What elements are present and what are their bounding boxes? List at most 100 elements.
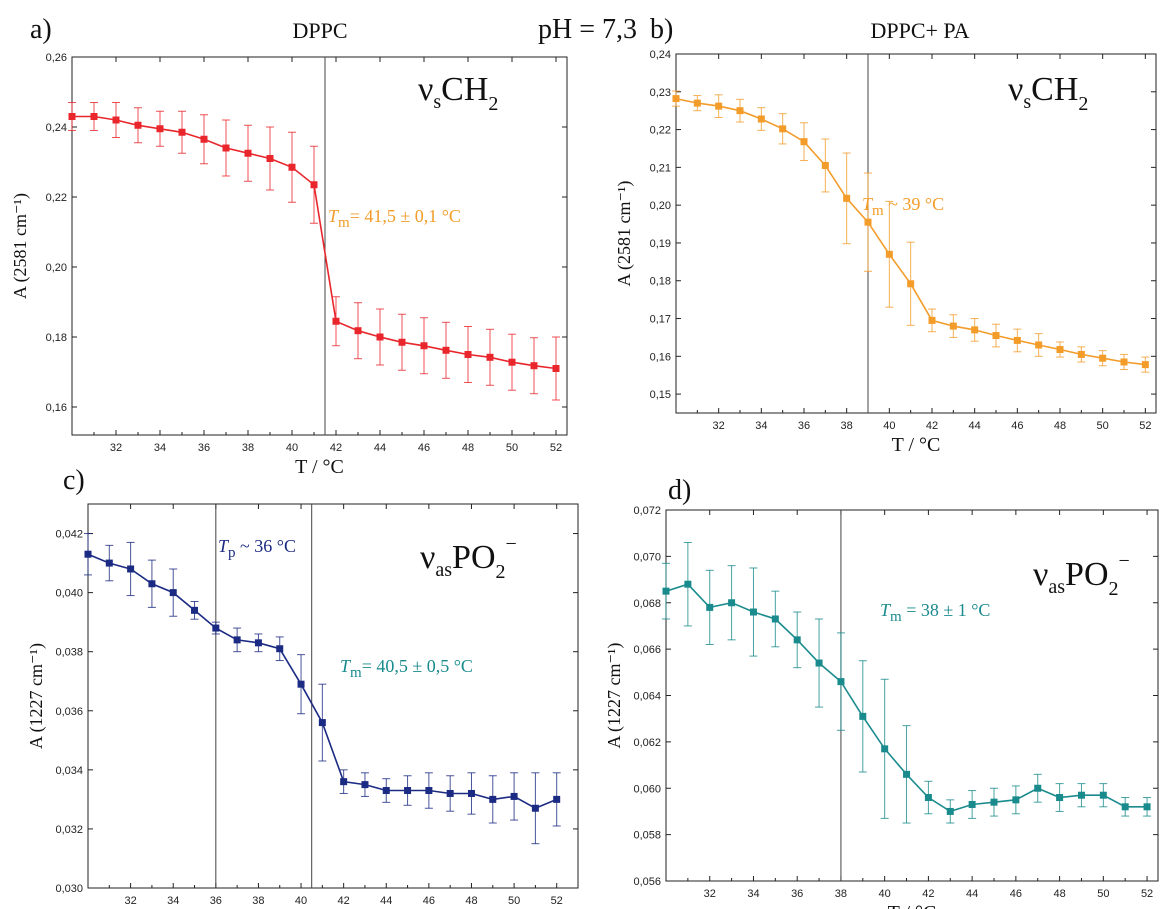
y-axis-label: A (2581 cm⁻¹) [10, 193, 31, 299]
data-point [531, 804, 539, 812]
data-point [552, 365, 560, 372]
transition-annotation: Tm= 41,5 ± 0,1 °C [328, 206, 461, 231]
x-tick-label: 46 [1011, 420, 1023, 432]
data-point [178, 128, 186, 136]
data-point [156, 125, 164, 133]
x-tick-label: 48 [462, 442, 474, 454]
data-point [1056, 346, 1064, 354]
data-point [864, 218, 872, 226]
y-tick-label: 0,070 [633, 551, 661, 563]
transition-annotation: Tm = 38 ± 1 °C [880, 600, 990, 625]
x-tick-label: 50 [1097, 888, 1109, 900]
y-tick-label: 0,064 [633, 691, 661, 703]
data-point [749, 608, 757, 616]
y-tick-label: 0,23 [650, 87, 671, 99]
data-point [928, 316, 936, 324]
panel-letter: b) [650, 14, 673, 45]
data-point [489, 795, 497, 803]
data-point [793, 636, 801, 644]
x-tick-label: 36 [798, 420, 810, 432]
data-point [1120, 358, 1128, 366]
y-tick-label: 0,062 [633, 737, 661, 749]
data-point [276, 645, 284, 653]
y-tick-label: 0,18 [650, 276, 671, 288]
data-point [990, 798, 998, 806]
data-point [693, 99, 701, 107]
x-tick-label: 46 [423, 895, 435, 907]
x-tick-label: 52 [1141, 888, 1153, 900]
x-axis-label: T / °C [888, 902, 937, 909]
x-tick-label: 46 [1010, 888, 1022, 900]
data-point [318, 719, 326, 727]
data-point [971, 326, 979, 334]
data-point [1077, 791, 1085, 799]
x-tick-label: 44 [374, 442, 386, 454]
x-tick-label: 50 [1097, 420, 1109, 432]
data-point [924, 794, 932, 802]
x-tick-label: 42 [926, 420, 938, 432]
data-point [212, 624, 220, 632]
data-point [508, 358, 516, 366]
x-tick-label: 52 [551, 895, 563, 907]
data-point [821, 161, 829, 169]
data-point [486, 353, 494, 361]
y-tick-label: 0,040 [55, 588, 83, 600]
y-tick-label: 0,26 [46, 52, 67, 64]
x-tick-label: 34 [755, 420, 767, 432]
y-axis-label: A (1227 cm⁻¹) [26, 643, 47, 749]
data-point [706, 603, 714, 611]
x-tick-label: 34 [154, 442, 166, 454]
data-point [728, 599, 736, 607]
y-axis-label: A (1227 cm⁻¹) [604, 643, 625, 749]
x-tick-label: 40 [286, 442, 298, 454]
y-tick-label: 0,16 [650, 351, 671, 363]
data-point [1099, 354, 1107, 362]
data-point [1034, 784, 1042, 792]
data-point [244, 149, 252, 157]
data-point [946, 807, 954, 815]
y-tick-label: 0,042 [55, 529, 83, 541]
vibration-label: νsCH2 [1008, 71, 1088, 115]
y-tick-label: 0,032 [55, 824, 83, 836]
data-point [1143, 803, 1151, 811]
data-point [233, 636, 241, 644]
data-point [1056, 794, 1064, 802]
panel-title: DPPC [292, 18, 347, 43]
data-point [1077, 350, 1085, 358]
x-tick-label: 48 [1054, 420, 1066, 432]
x-tick-label: 52 [550, 442, 562, 454]
y-tick-label: 0,24 [46, 122, 67, 134]
x-tick-label: 46 [418, 442, 430, 454]
data-point [779, 125, 787, 133]
data-point [885, 250, 893, 258]
data-point [662, 587, 670, 595]
data-point [420, 342, 428, 350]
data-point [684, 580, 692, 588]
y-tick-label: 0,068 [633, 598, 661, 610]
x-tick-label: 52 [1139, 420, 1151, 432]
x-tick-label: 40 [295, 895, 307, 907]
x-axis-label: T / °C [295, 456, 344, 478]
data-point [881, 745, 889, 753]
data-point [191, 606, 199, 614]
data-point [1121, 803, 1129, 811]
data-point [907, 280, 915, 288]
data-point [815, 659, 823, 667]
y-tick-label: 0,060 [633, 783, 661, 795]
panel-letter: a) [30, 14, 52, 45]
x-tick-label: 32 [124, 895, 136, 907]
y-axis-label: A (2581 cm⁻¹) [614, 181, 635, 287]
y-tick-label: 0,058 [633, 830, 661, 842]
data-point [843, 194, 851, 202]
data-point [134, 121, 142, 129]
data-point [1013, 336, 1021, 344]
x-tick-label: 48 [1053, 888, 1065, 900]
x-tick-label: 38 [242, 442, 254, 454]
data-point [949, 322, 957, 330]
data-point [382, 787, 390, 795]
data-point [200, 135, 208, 143]
y-tick-label: 0,056 [633, 876, 661, 888]
vibration-label: νasPO2− [420, 533, 517, 583]
data-point [112, 116, 120, 124]
